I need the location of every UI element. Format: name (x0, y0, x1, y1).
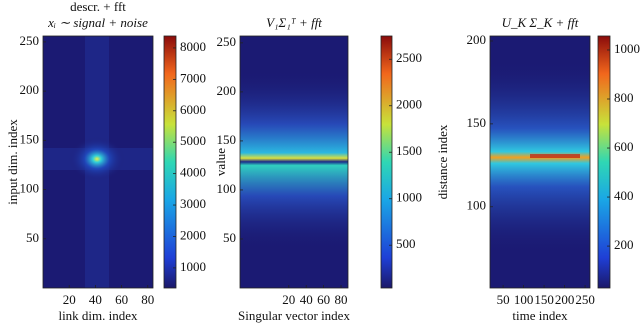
x-tick-label: 40 (300, 292, 313, 307)
y-axis-label: distance index (435, 124, 450, 199)
colorbar-tick-label: 2000 (180, 227, 206, 242)
y-tick-label: 200 (467, 32, 487, 47)
y-tick-label: 150 (20, 131, 40, 146)
y-tick-label: 150 (217, 132, 237, 147)
x-tick-label: 100 (514, 292, 534, 307)
colorbar-tick-label: 600 (614, 139, 634, 154)
plot-frame (239, 35, 349, 289)
colorbar-tick-label: 1000 (614, 41, 640, 56)
colorbar-tick-label: 8000 (180, 39, 206, 54)
x-tick-label: 80 (335, 292, 348, 307)
x-tick-label: 60 (317, 292, 330, 307)
x-tick-label: 60 (115, 292, 128, 307)
colorbar-tick-label: 7000 (180, 70, 206, 85)
y-tick-label: 200 (217, 83, 237, 98)
y-tick-label: 50 (223, 230, 236, 245)
y-tick-label: 250 (20, 33, 40, 48)
colorbar-tick-label: 1500 (396, 143, 422, 158)
heatmap-image (43, 36, 590, 288)
y-tick-label: 100 (467, 198, 487, 213)
x-tick-label: 150 (534, 292, 554, 307)
x-tick-label: 50 (497, 292, 510, 307)
colorbar-tick-label: 2500 (396, 50, 422, 65)
x-axis-label: Singular vector index (238, 308, 350, 323)
y-tick-label: 100 (20, 181, 40, 196)
x-tick-label: 20 (282, 292, 295, 307)
x-tick-label: 80 (141, 292, 154, 307)
colorbar-tick-label: 1000 (396, 190, 422, 205)
x-axis-label: link dim. index (58, 308, 138, 323)
x-tick-label: 250 (575, 292, 595, 307)
colorbar-tick-label: 4000 (180, 165, 206, 180)
chart-title: descr. + fft (70, 0, 126, 14)
x-axis-label: time index (512, 308, 568, 323)
y-tick-label: 50 (26, 230, 39, 245)
colorbar-tick-label: 200 (614, 237, 634, 252)
colorbar-tick-label: 500 (396, 236, 416, 251)
plot-frame (489, 35, 591, 289)
plot-frame (42, 35, 154, 289)
y-tick-label: 150 (467, 115, 487, 130)
chart-subtitle: xᵢ ∼ signal + noise (47, 15, 148, 30)
y-tick-label: 100 (217, 181, 237, 196)
y-axis-label: value (213, 148, 228, 176)
colorbar-tick-label: 400 (614, 188, 634, 203)
y-tick-label: 200 (20, 82, 40, 97)
colorbar (163, 35, 177, 289)
chart-title: U_K Σ_K + fft (502, 15, 579, 30)
y-tick-label: 250 (217, 34, 237, 49)
colorbar (597, 35, 611, 289)
y-axis-label: input dim. index (5, 119, 20, 205)
colorbar-tick-label: 6000 (180, 102, 206, 117)
x-tick-label: 40 (89, 292, 102, 307)
colorbar-tick-label: 800 (614, 90, 634, 105)
colorbar (380, 35, 393, 289)
x-tick-label: 20 (63, 292, 76, 307)
x-tick-label: 200 (555, 292, 575, 307)
colorbar-tick-label: 2000 (396, 97, 422, 112)
colorbar-tick-label: 5000 (180, 133, 206, 148)
chart-title: V₁Σ₁ᵀ + fft (266, 15, 322, 30)
colorbar-tick-label: 3000 (180, 196, 206, 211)
colorbar-tick-label: 1000 (180, 259, 206, 274)
